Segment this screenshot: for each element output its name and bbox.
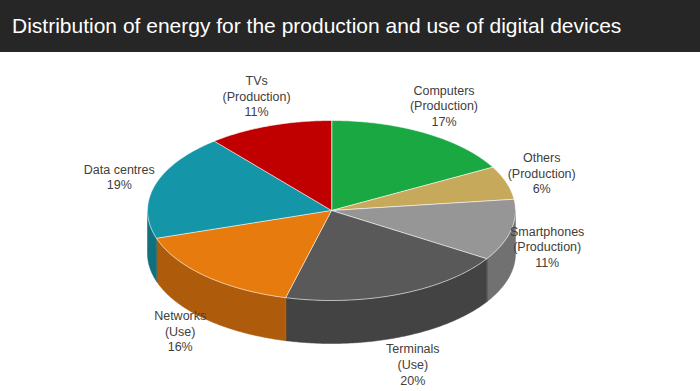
svg-text:Others(Production)6%: Others(Production)6%	[508, 151, 576, 196]
svg-text:Data centres19%: Data centres19%	[84, 163, 155, 193]
html-text:Distribution of energy for the: Distribution of energy for the productio…	[12, 14, 622, 37]
svg-text:Networks(Use)16%: Networks(Use)16%	[154, 309, 206, 354]
svg-text:Terminals(Use)20%: Terminals(Use)20%	[386, 342, 440, 387]
svg-text:TVs(Production)11%: TVs(Production)11%	[223, 74, 291, 119]
svg-text:Smartphones(Production)11%: Smartphones(Production)11%	[510, 225, 584, 270]
svg-text:Computers(Production)17%: Computers(Production)17%	[410, 84, 478, 129]
